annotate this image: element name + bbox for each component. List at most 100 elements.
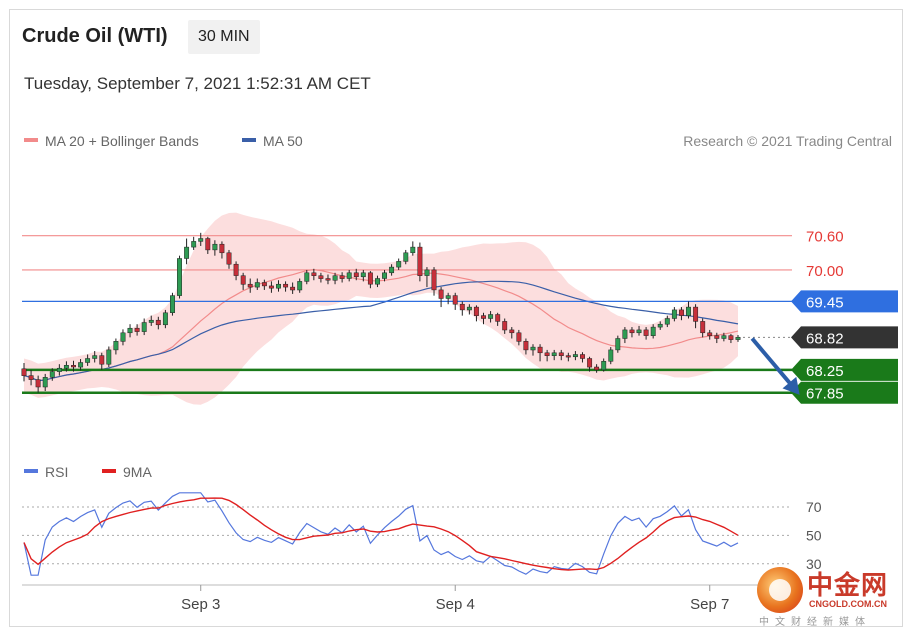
candle-body	[49, 371, 55, 378]
legend-rsi: RSI	[24, 464, 68, 480]
x-tick-label-0: Sep 3	[181, 596, 220, 613]
level-label-5: 67.85	[806, 386, 844, 403]
candle-body	[679, 309, 684, 316]
level-label-1: 70.00	[806, 263, 844, 280]
candle-body	[304, 272, 310, 282]
candle-body	[530, 346, 536, 351]
candle-body	[212, 243, 218, 251]
candle-body	[686, 306, 691, 316]
candle-body	[417, 246, 423, 276]
candle-body	[650, 326, 656, 336]
candle-body	[353, 272, 359, 278]
candle-body	[261, 282, 267, 287]
candle-body	[657, 323, 663, 328]
candle-body	[389, 266, 395, 274]
candle-body	[283, 283, 289, 288]
candle-body	[537, 346, 543, 354]
candle-body	[622, 329, 628, 339]
candle-body	[99, 355, 105, 365]
candle-body	[325, 278, 331, 281]
candle-body	[170, 295, 175, 313]
candle-body	[247, 283, 253, 288]
candle-body	[629, 329, 635, 334]
bollinger-band	[24, 212, 738, 405]
candle-body	[177, 258, 182, 296]
candle-body	[445, 295, 451, 299]
candle-body	[544, 352, 550, 356]
candle-body	[21, 368, 27, 376]
candle-body	[148, 319, 154, 323]
x-tick-label-1: Sep 4	[436, 596, 475, 613]
legend-ma20-label: MA 20 + Bollinger Bands	[45, 133, 199, 149]
instrument-title: Crude Oil (WTI)	[22, 25, 168, 47]
candle-body	[664, 318, 670, 325]
candle-body	[516, 332, 522, 342]
level-label-4: 68.25	[806, 363, 844, 380]
candle-body	[488, 314, 494, 319]
candle-body	[382, 272, 387, 279]
candle-body	[113, 341, 119, 351]
legend-rsi-label: RSI	[45, 464, 69, 480]
level-tag-5	[791, 381, 898, 404]
candle-body	[721, 335, 727, 339]
level-label-0: 70.60	[806, 229, 844, 246]
candle-body	[268, 285, 274, 289]
candle-body	[452, 295, 458, 305]
candle-body	[375, 278, 380, 285]
candle-body	[233, 263, 239, 276]
rsi-tick-label-0: 70	[806, 499, 822, 515]
candle-body	[580, 354, 585, 359]
legend-rsi-ma-label: 9MA	[123, 464, 152, 480]
candle-body	[106, 349, 112, 365]
candle-body	[85, 358, 91, 363]
legend-ma20: MA 20 + Bollinger Bands	[24, 133, 199, 149]
level-label-2: 69.45	[806, 294, 844, 311]
candle-body	[63, 365, 69, 369]
candle-body	[424, 269, 430, 276]
candle-body	[318, 275, 324, 279]
candle-body	[184, 246, 190, 259]
candle-body	[35, 379, 41, 388]
candle-body	[671, 309, 677, 319]
legend-ma50: MA 50	[242, 133, 303, 149]
research-credit: Research © 2021 Trading Central	[683, 133, 892, 149]
ma50-line	[23, 280, 739, 382]
candle-body	[693, 306, 699, 322]
level-tag-4	[791, 358, 898, 381]
candle-body	[198, 238, 204, 242]
candle-body	[127, 327, 133, 334]
candle-body	[473, 306, 479, 316]
candle-body	[438, 289, 444, 299]
watermark-brand: 中金网	[807, 571, 889, 601]
legend-ma50-label: MA 50	[263, 133, 303, 149]
level-tag-2	[791, 290, 898, 313]
candle-body	[339, 275, 345, 279]
cngold-watermark: 中金网 CNGOLD.COM.CN 中文财经新媒体	[757, 565, 907, 629]
level-tag-3	[791, 326, 898, 349]
timeframe-button[interactable]: 30 MIN	[188, 20, 260, 54]
candle-body	[636, 329, 642, 334]
rsi-ma-line	[23, 497, 739, 571]
candle-body	[587, 358, 593, 368]
candle-body	[240, 275, 246, 285]
rsi-tick-label-2: 30	[806, 556, 822, 572]
ma20-swatch-icon	[24, 138, 38, 143]
cngold-logo-icon	[757, 567, 803, 613]
candle-body	[120, 332, 126, 342]
candle-body	[572, 354, 578, 358]
candle-body	[431, 269, 437, 291]
candle-body	[643, 329, 649, 336]
candle-body	[191, 241, 197, 248]
candle-body	[714, 335, 720, 339]
candle-body	[254, 282, 260, 288]
watermark-subtitle: 中文财经新媒体	[759, 617, 871, 628]
candle-body	[403, 252, 409, 262]
candle-body	[367, 272, 373, 285]
candle-body	[594, 366, 600, 371]
candle-body	[523, 341, 529, 351]
candle-body	[297, 281, 303, 291]
candle-body	[346, 272, 352, 279]
rsi-tick-label-1: 50	[806, 527, 822, 543]
rsi-line	[23, 492, 739, 576]
candle-body	[311, 272, 317, 276]
